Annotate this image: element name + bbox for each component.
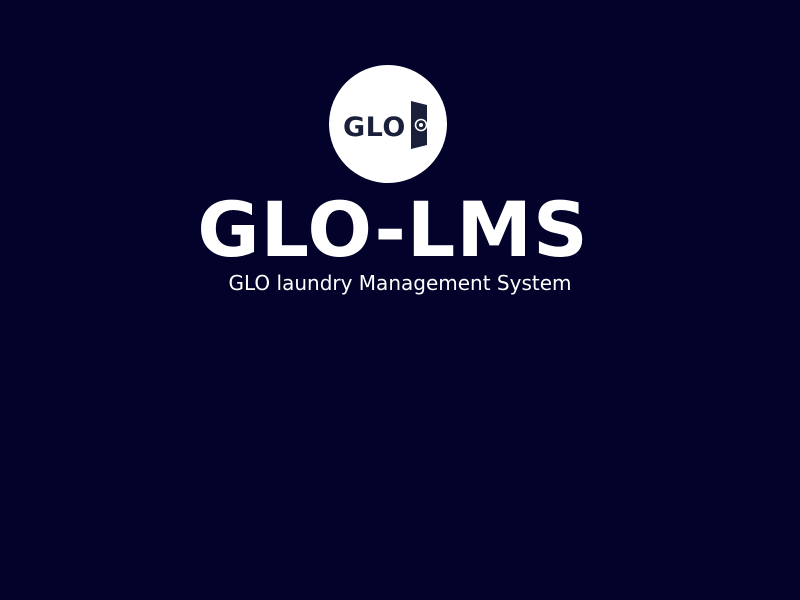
app-title: GLO-LMS	[197, 185, 589, 274]
app-subtitle: GLO laundry Management System	[228, 271, 572, 295]
washing-machine-icon	[411, 101, 428, 149]
logo-text: GLO	[343, 112, 406, 143]
logo-wordmark: GLO	[343, 112, 406, 143]
app-logo: GLO	[329, 65, 447, 183]
